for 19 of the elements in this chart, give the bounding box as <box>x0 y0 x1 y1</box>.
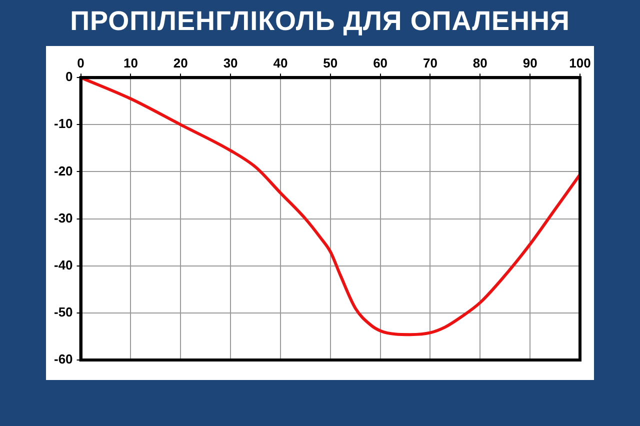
x-tick-label: 20 <box>173 55 188 70</box>
x-tick-label: 0 <box>77 55 84 70</box>
y-tick-label: -20 <box>54 163 73 178</box>
x-tick-label: 70 <box>423 55 438 70</box>
y-tick-label: -60 <box>54 352 73 367</box>
x-tick-label: 50 <box>323 55 338 70</box>
chart-title: ПРОПІЛЕНГЛІКОЛЬ ДЛЯ ОПАЛЕННЯ <box>69 6 571 37</box>
y-tick-label: -30 <box>54 210 73 226</box>
x-tick-label: 90 <box>522 55 538 70</box>
x-tick-label: 80 <box>472 55 488 70</box>
x-tick-label: 40 <box>273 55 288 70</box>
y-tick-label: 0 <box>66 69 73 84</box>
x-tick-label: 100 <box>569 55 591 70</box>
y-tick-label: -40 <box>54 257 73 272</box>
y-tick-label: -50 <box>54 304 73 320</box>
x-tick-label: 60 <box>373 55 388 70</box>
y-tick-label: -10 <box>54 116 73 132</box>
x-tick-label: 30 <box>223 55 238 70</box>
x-tick-label: 10 <box>123 55 138 70</box>
